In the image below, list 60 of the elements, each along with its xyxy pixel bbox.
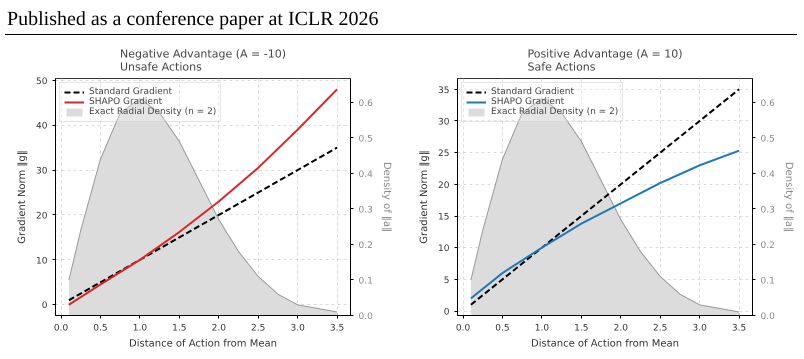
x-tick-label: 3.0 bbox=[290, 324, 306, 334]
legend-label: SHAPO Gradient bbox=[89, 97, 162, 107]
legend-label: Standard Gradient bbox=[491, 87, 574, 97]
x-tick-label: 3.5 bbox=[330, 324, 344, 334]
x-tick-label: 0.0 bbox=[54, 324, 68, 334]
y-axis-title: Gradient Norm ‖g‖ bbox=[419, 150, 430, 244]
x-tick-label: 1.5 bbox=[172, 324, 187, 334]
y2-tick-label: 0.2 bbox=[760, 240, 775, 251]
y-tick-label: 35 bbox=[438, 86, 450, 96]
y2-tick-label: 0.1 bbox=[358, 276, 373, 286]
y-tick-label: 10 bbox=[438, 244, 450, 254]
legend-label: Exact Radial Density (n = 2) bbox=[89, 107, 216, 117]
x-tick-label: 0.5 bbox=[495, 324, 510, 334]
y2-tick-label: 0.4 bbox=[760, 170, 776, 180]
x-tick-label: 1.0 bbox=[132, 324, 148, 334]
x-axis-title: Distance of Action from Mean bbox=[129, 338, 277, 350]
y2-axis-title: Density of ‖a‖ bbox=[782, 162, 794, 232]
chart-title: Positive Advantage (A = 10) Safe Actions bbox=[527, 48, 683, 74]
y-tick-label: 30 bbox=[438, 117, 450, 128]
y-axis-title: Gradient Norm ‖g‖ bbox=[17, 150, 28, 244]
x-tick-label: 0.0 bbox=[456, 324, 470, 334]
x-tick-label: 2.5 bbox=[251, 324, 266, 334]
x-tick-label: 3.5 bbox=[732, 324, 746, 334]
legend-label: Standard Gradient bbox=[89, 87, 172, 97]
x-tick-label: 2.0 bbox=[614, 324, 628, 334]
y-tick-label: 0 bbox=[444, 308, 450, 318]
y2-tick-label: 0.5 bbox=[760, 134, 775, 144]
y-tick-label: 10 bbox=[36, 256, 48, 266]
y-tick-label: 20 bbox=[438, 180, 450, 191]
y2-tick-label: 0.2 bbox=[358, 240, 373, 251]
y-tick-label: 15 bbox=[438, 212, 450, 223]
y2-axis-title: Density of ‖a‖ bbox=[380, 162, 392, 232]
y2-tick-label: 0.6 bbox=[760, 98, 776, 109]
y2-tick-label: 0.1 bbox=[760, 276, 775, 286]
y-tick-label: 50 bbox=[36, 76, 48, 87]
x-axis-title: Distance of Action from Mean bbox=[531, 338, 679, 350]
y-tick-label: 30 bbox=[36, 166, 48, 177]
x-tick-label: 2.0 bbox=[212, 324, 226, 334]
y2-tick-label: 0.5 bbox=[358, 134, 373, 144]
y2-tick-label: 0.3 bbox=[358, 205, 373, 216]
chart-title: Negative Advantage (A = -10) Unsafe Actions bbox=[120, 48, 286, 74]
legend-label: SHAPO Gradient bbox=[491, 97, 564, 107]
y2-tick-label: 0.0 bbox=[358, 312, 374, 322]
y2-tick-label: 0.6 bbox=[358, 98, 374, 109]
y2-tick-label: 0.4 bbox=[358, 170, 374, 180]
y-tick-label: 40 bbox=[36, 122, 48, 132]
x-tick-label: 3.0 bbox=[692, 324, 708, 334]
x-tick-label: 2.5 bbox=[653, 324, 668, 334]
y-tick-label: 0 bbox=[42, 301, 48, 312]
y-tick-label: 5 bbox=[444, 276, 450, 286]
y2-tick-label: 0.0 bbox=[760, 312, 776, 322]
y2-tick-label: 0.3 bbox=[760, 205, 775, 216]
text: Published as a conference paper at ICLR 2026 bbox=[7, 7, 379, 32]
x-tick-label: 1.0 bbox=[534, 324, 550, 334]
y-tick-label: 25 bbox=[438, 149, 450, 160]
line-series bbox=[470, 150, 740, 300]
y-tick-label: 20 bbox=[36, 211, 48, 222]
x-tick-label: 1.5 bbox=[574, 324, 589, 334]
legend-label: Exact Radial Density (n = 2) bbox=[491, 107, 618, 117]
x-tick-label: 0.5 bbox=[93, 324, 108, 334]
